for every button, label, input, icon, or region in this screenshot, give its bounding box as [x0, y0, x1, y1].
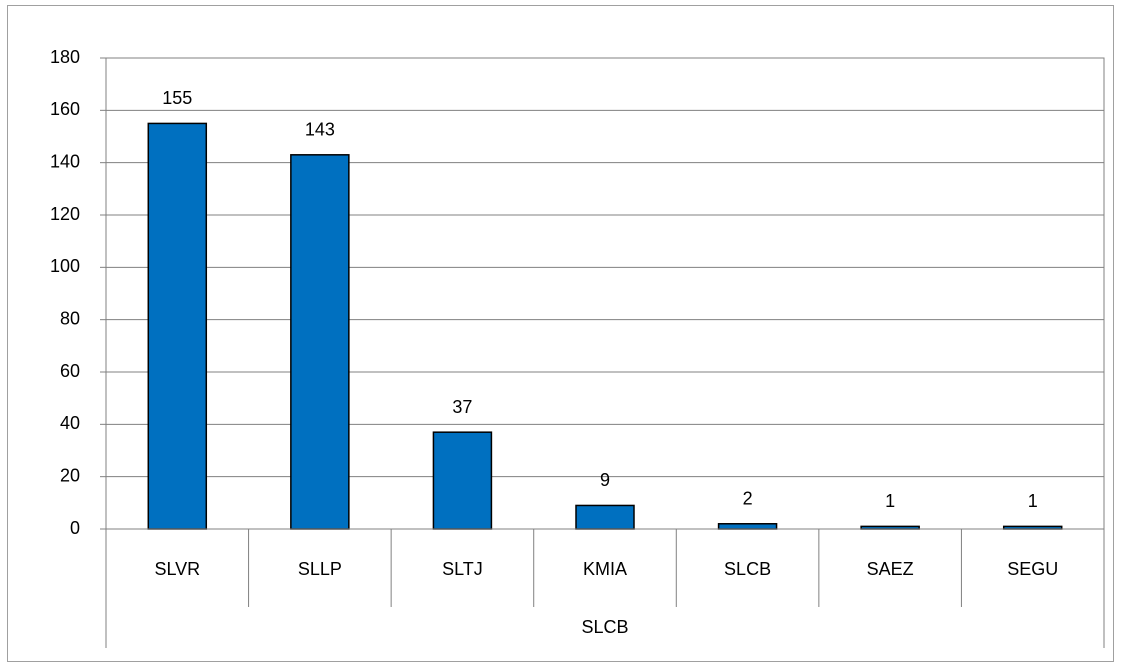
x-tick-label: SLTJ	[442, 559, 483, 579]
y-tick-label: 20	[60, 465, 80, 485]
bar	[717, 523, 778, 530]
y-tick-label: 80	[60, 308, 80, 328]
data-label: 143	[305, 120, 335, 140]
y-tick-label: 140	[50, 151, 80, 171]
x-tick-label: SLVR	[154, 559, 200, 579]
y-tick-label: 40	[60, 413, 80, 433]
y-tick-label: 60	[60, 361, 80, 381]
data-label: 37	[452, 397, 472, 417]
x-tick-label: SAEZ	[867, 559, 914, 579]
bar	[432, 431, 493, 530]
y-tick-label: 120	[50, 204, 80, 224]
data-label: 1	[885, 491, 895, 511]
x-tick-label: SLCB	[724, 559, 771, 579]
x-tick-label: SEGU	[1007, 559, 1058, 579]
bar	[290, 154, 350, 530]
category-group-label: SLCB	[581, 617, 628, 637]
bar	[575, 504, 635, 530]
y-tick-label: 180	[50, 47, 80, 67]
data-label: 9	[600, 470, 610, 490]
y-tick-label: 0	[70, 518, 80, 538]
data-label: 155	[162, 88, 192, 108]
data-label: 1	[1028, 491, 1038, 511]
y-tick-label: 160	[50, 99, 80, 119]
bar	[147, 122, 208, 530]
x-tick-label: SLLP	[298, 559, 342, 579]
plot-area	[105, 57, 1105, 530]
x-tick-label: KMIA	[583, 559, 627, 579]
data-label: 2	[743, 489, 753, 509]
chart-frame	[7, 5, 1114, 662]
y-tick-label: 100	[50, 256, 80, 276]
